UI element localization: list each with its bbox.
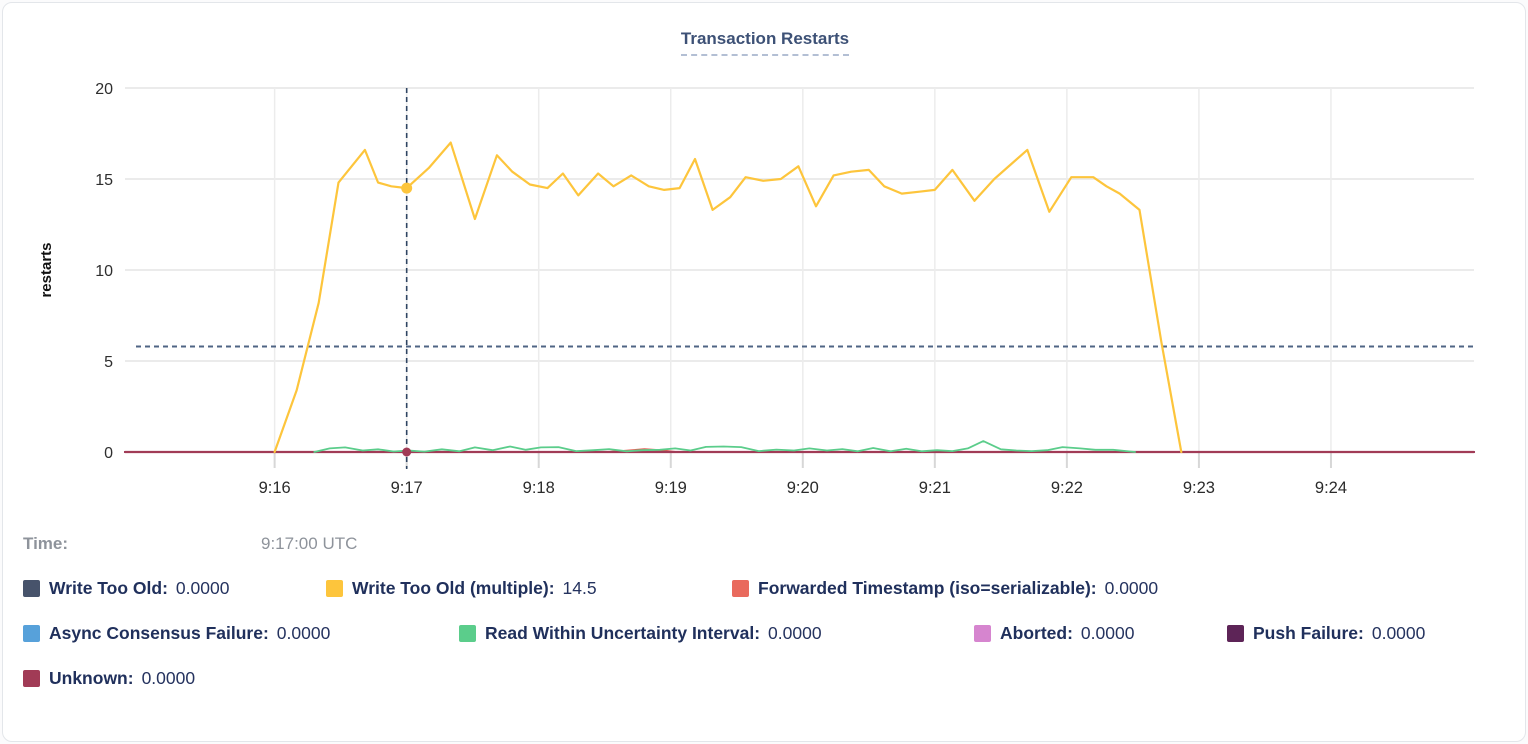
y-tick-label: 20 — [95, 81, 113, 98]
legend-item: Async Consensus Failure: 0.0000 — [23, 623, 330, 644]
x-tick-label: 9:20 — [787, 479, 819, 497]
legend-row: Async Consensus Failure: 0.0000 Read Withi… — [3, 617, 1525, 662]
chart-title[interactable]: Transaction Restarts — [680, 29, 850, 56]
restarts-chart[interactable]: Transaction Restarts 0 5 10 15 20 9:16 9:17 9:1… — [3, 3, 1526, 508]
time-value: 9:17:00 UTC — [261, 534, 358, 553]
legend-swatch — [23, 580, 40, 597]
legend-label: Aborted: — [1000, 623, 1073, 643]
chart-title-wrap: Transaction Restarts — [3, 29, 1525, 56]
y-axis-label: restarts — [38, 242, 55, 297]
legend-value: 0.0000 — [768, 623, 822, 643]
x-tick-label: 9:21 — [919, 479, 951, 497]
legend-item: Write Too Old: 0.0000 — [23, 578, 229, 599]
legend-label: Push Failure: — [1253, 623, 1364, 643]
legend-swatch — [23, 625, 40, 642]
legend-swatch — [326, 580, 343, 597]
line-chart-canvas[interactable]: 0 5 10 15 20 9:16 9:17 9:18 9:19 9:20 9:21 9:22 9:23… — [3, 3, 1526, 508]
x-tick-label: 9:23 — [1183, 479, 1215, 497]
legend-value: 14.5 — [562, 578, 597, 598]
legend-swatch — [732, 580, 749, 597]
legend-label: Write Too Old: — [49, 578, 168, 598]
legend-row: Write Too Old: 0.0000 Write Too Old (multi… — [3, 572, 1525, 617]
legend-label: Async Consensus Failure: — [49, 623, 269, 643]
legend-item: Push Failure: 0.0000 — [1227, 623, 1425, 644]
series-line — [273, 141, 1183, 454]
legend-row: Unknown: 0.0000 — [3, 662, 1525, 707]
legend-swatch — [23, 670, 40, 687]
x-tick-label: 9:24 — [1315, 479, 1347, 497]
legend-label: Write Too Old (multiple): — [352, 578, 555, 598]
chart-legend: Write Too Old: 0.0000 Write Too Old (multi… — [3, 572, 1525, 707]
hover-marker — [402, 447, 412, 457]
x-tick-label: 9:22 — [1051, 479, 1083, 497]
y-tick-label: 15 — [95, 172, 113, 189]
y-tick-label: 0 — [104, 445, 113, 462]
legend-label: Unknown: — [49, 668, 134, 688]
legend-item: Aborted: 0.0000 — [974, 623, 1134, 644]
legend-value: 0.0000 — [141, 668, 196, 688]
hover-marker — [401, 182, 413, 194]
legend-swatch — [459, 625, 476, 642]
legend-value: 0.0000 — [1371, 623, 1426, 643]
legend-swatch — [974, 625, 991, 642]
legend-value: 0.0000 — [276, 623, 331, 643]
x-tick-label: 9:19 — [655, 479, 687, 497]
time-label: Time: — [23, 534, 69, 553]
x-tick-label: 9:17 — [391, 479, 423, 497]
series-line — [313, 440, 1136, 453]
legend-item: Write Too Old (multiple): 14.5 — [326, 578, 597, 599]
legend-item: Forwarded Timestamp (iso=serializable): 0… — [732, 578, 1158, 599]
legend-value: 0.0000 — [1104, 578, 1159, 598]
legend-value: 0.0000 — [175, 578, 230, 598]
legend-item: Read Within Uncertainty Interval: 0.0000 — [459, 623, 822, 644]
legend-item: Unknown: 0.0000 — [23, 668, 195, 689]
y-tick-label: 5 — [104, 354, 113, 371]
tooltip-time-row: Time: 9:17:00 UTC — [23, 534, 1525, 558]
x-tick-label: 9:18 — [523, 479, 555, 497]
y-tick-label: 10 — [95, 263, 113, 280]
x-tick-label: 9:16 — [259, 479, 291, 497]
legend-label: Read Within Uncertainty Interval: — [485, 623, 761, 643]
legend-value: 0.0000 — [1080, 623, 1135, 643]
legend-label: Forwarded Timestamp (iso=serializable): — [758, 578, 1097, 598]
legend-swatch — [1227, 625, 1244, 642]
